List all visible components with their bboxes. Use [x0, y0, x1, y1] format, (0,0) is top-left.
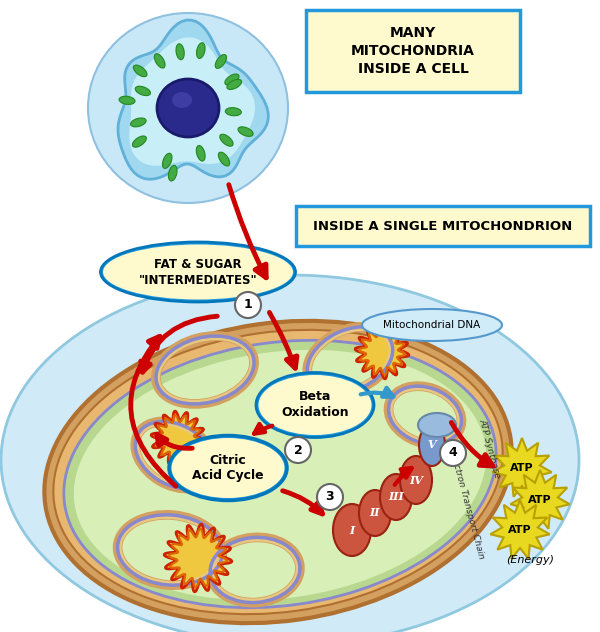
- Ellipse shape: [220, 134, 233, 146]
- Text: ATP: ATP: [510, 463, 534, 473]
- Text: Electron Transport Chain: Electron Transport Chain: [448, 450, 486, 560]
- Ellipse shape: [163, 153, 172, 168]
- Polygon shape: [355, 325, 409, 379]
- Ellipse shape: [259, 375, 371, 435]
- Text: 4: 4: [449, 446, 457, 459]
- Polygon shape: [493, 438, 551, 497]
- Text: III: III: [388, 492, 404, 502]
- Text: Beta
Oxidation: Beta Oxidation: [281, 391, 349, 420]
- Ellipse shape: [133, 65, 147, 76]
- Text: ATP Synthase: ATP Synthase: [478, 417, 502, 478]
- Text: Mitochondrial DNA: Mitochondrial DNA: [383, 320, 481, 330]
- Ellipse shape: [154, 54, 165, 68]
- Ellipse shape: [215, 54, 227, 68]
- Ellipse shape: [157, 79, 219, 137]
- Ellipse shape: [64, 340, 496, 608]
- Ellipse shape: [362, 309, 502, 341]
- Text: 1: 1: [244, 298, 253, 312]
- Text: MANY
MITOCHONDRIA
INSIDE A CELL: MANY MITOCHONDRIA INSIDE A CELL: [351, 26, 475, 76]
- Ellipse shape: [169, 166, 177, 181]
- Polygon shape: [164, 524, 232, 592]
- Ellipse shape: [1, 275, 579, 632]
- Ellipse shape: [133, 136, 146, 147]
- Text: I: I: [349, 525, 355, 535]
- Ellipse shape: [238, 127, 253, 137]
- Ellipse shape: [101, 242, 296, 302]
- Polygon shape: [129, 37, 255, 166]
- FancyBboxPatch shape: [306, 10, 520, 92]
- Ellipse shape: [119, 96, 135, 104]
- Ellipse shape: [103, 245, 293, 300]
- Text: ATP: ATP: [528, 495, 552, 505]
- Ellipse shape: [400, 456, 432, 504]
- Ellipse shape: [44, 321, 512, 623]
- Text: INSIDE A SINGLE MITOCHONDRION: INSIDE A SINGLE MITOCHONDRION: [313, 219, 572, 233]
- Ellipse shape: [359, 490, 391, 536]
- Text: (Energy): (Energy): [506, 555, 554, 565]
- FancyArrowPatch shape: [229, 185, 266, 277]
- FancyBboxPatch shape: [296, 206, 590, 246]
- Ellipse shape: [256, 372, 374, 437]
- FancyArrowPatch shape: [361, 388, 394, 397]
- Text: IV: IV: [409, 475, 423, 485]
- Ellipse shape: [88, 13, 288, 203]
- Text: FAT & SUGAR
"INTERMEDIATES": FAT & SUGAR "INTERMEDIATES": [139, 257, 257, 286]
- Ellipse shape: [172, 92, 192, 108]
- Text: 2: 2: [293, 444, 302, 456]
- FancyArrowPatch shape: [451, 422, 493, 466]
- Ellipse shape: [418, 413, 456, 437]
- Circle shape: [317, 484, 343, 510]
- Ellipse shape: [226, 107, 241, 116]
- Text: Citric
Acid Cycle: Citric Acid Cycle: [192, 454, 264, 482]
- FancyArrowPatch shape: [283, 491, 322, 514]
- Text: V: V: [428, 439, 436, 451]
- Ellipse shape: [131, 118, 146, 127]
- Polygon shape: [490, 500, 550, 559]
- Text: 3: 3: [326, 490, 334, 504]
- Ellipse shape: [172, 438, 284, 498]
- Circle shape: [440, 440, 466, 466]
- Ellipse shape: [196, 145, 205, 161]
- Ellipse shape: [225, 74, 239, 85]
- Ellipse shape: [74, 350, 486, 600]
- Polygon shape: [118, 20, 268, 179]
- FancyArrowPatch shape: [141, 316, 217, 372]
- FancyArrowPatch shape: [254, 424, 272, 434]
- FancyArrowPatch shape: [157, 435, 192, 448]
- Ellipse shape: [380, 474, 412, 520]
- Polygon shape: [511, 470, 569, 529]
- Ellipse shape: [197, 43, 205, 58]
- Ellipse shape: [333, 504, 371, 556]
- Ellipse shape: [169, 435, 287, 501]
- Polygon shape: [151, 411, 205, 465]
- FancyArrowPatch shape: [131, 336, 176, 486]
- Ellipse shape: [176, 44, 184, 59]
- Text: ATP: ATP: [508, 525, 532, 535]
- Ellipse shape: [135, 86, 151, 95]
- Circle shape: [285, 437, 311, 463]
- Ellipse shape: [227, 79, 242, 90]
- Ellipse shape: [53, 330, 503, 614]
- FancyArrowPatch shape: [395, 468, 412, 485]
- FancyArrowPatch shape: [269, 312, 297, 368]
- Circle shape: [235, 292, 261, 318]
- Ellipse shape: [218, 152, 230, 166]
- Text: II: II: [370, 507, 380, 518]
- Ellipse shape: [419, 424, 445, 466]
